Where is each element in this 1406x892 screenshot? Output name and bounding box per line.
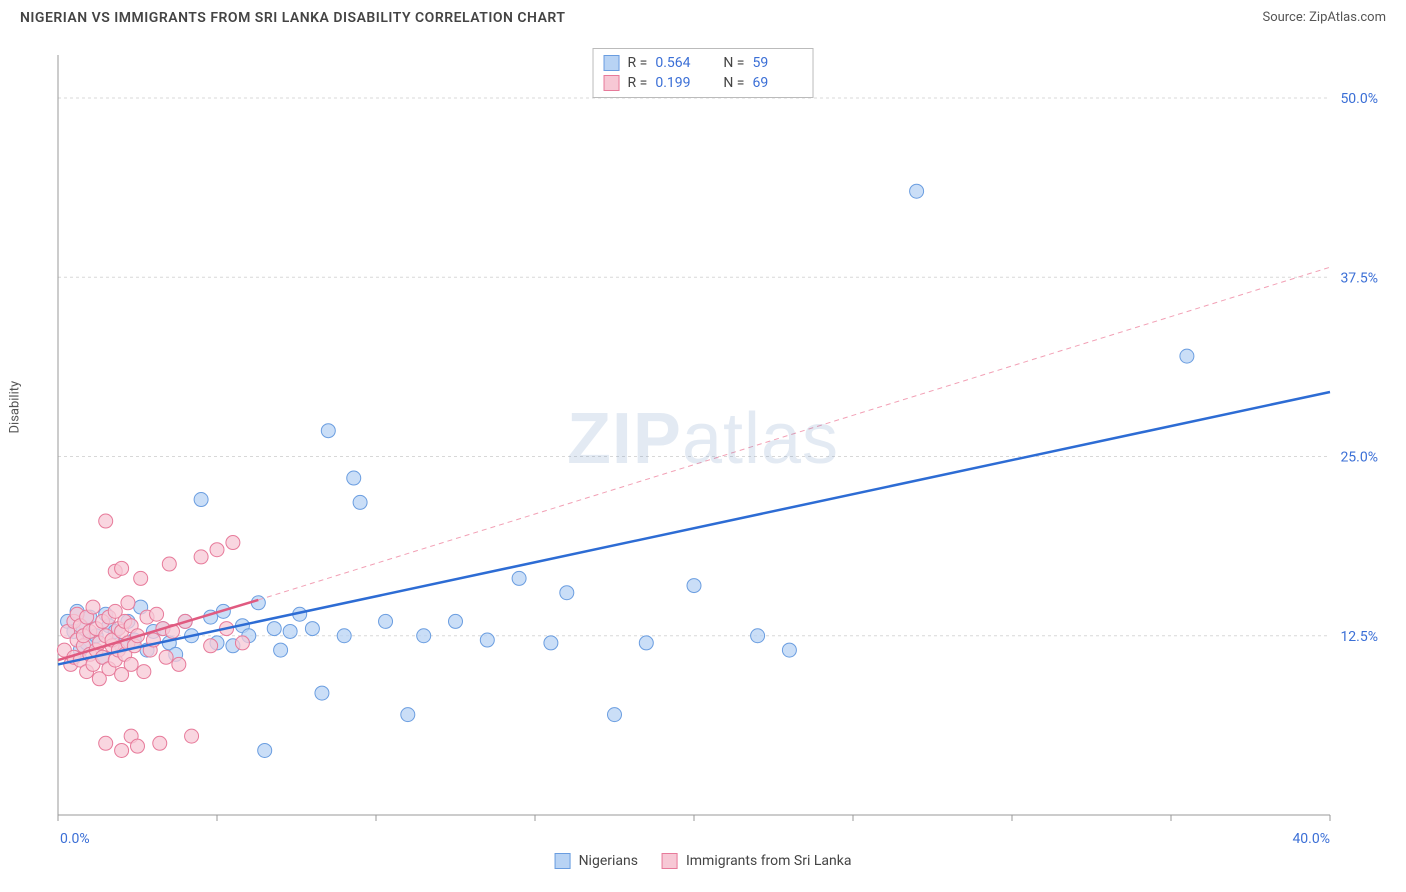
- scatter-chart: 12.5% 25.0% 37.5% 50.0% 0.0% 40.0%: [20, 40, 1386, 872]
- legend-swatch: [604, 55, 620, 71]
- n-label: N =: [723, 55, 744, 71]
- legend-swatch: [662, 853, 678, 869]
- legend-item: Immigrants from Sri Lanka: [662, 853, 851, 869]
- svg-text:50.0%: 50.0%: [1340, 91, 1378, 107]
- legend-label: Immigrants from Sri Lanka: [686, 853, 851, 869]
- legend-label: Nigerians: [579, 853, 638, 869]
- svg-text:40.0%: 40.0%: [1292, 831, 1330, 847]
- n-value: 59: [752, 55, 802, 71]
- r-label: R =: [628, 55, 648, 71]
- chart-container: Disability ZIPatlas 12.5%25.0%37.5%50.0%…: [20, 40, 1386, 872]
- legend-item: Nigerians: [555, 853, 638, 869]
- n-value: 69: [752, 75, 802, 91]
- legend-row: R = 0.199 N = 69: [604, 73, 803, 93]
- r-value: 0.199: [655, 75, 705, 91]
- legend-swatch: [555, 853, 571, 869]
- legend-row: R = 0.564 N = 59: [604, 53, 803, 73]
- correlation-legend: R = 0.564 N = 59 R = 0.199 N = 69: [593, 48, 814, 98]
- svg-text:25.0%: 25.0%: [1340, 450, 1378, 466]
- chart-source: Source: ZipAtlas.com: [1262, 10, 1386, 25]
- legend-swatch: [604, 75, 620, 91]
- n-label: N =: [723, 75, 744, 91]
- r-value: 0.564: [655, 55, 705, 71]
- svg-text:37.5%: 37.5%: [1340, 270, 1378, 286]
- svg-text:12.5%: 12.5%: [1340, 629, 1378, 645]
- svg-text:0.0%: 0.0%: [60, 831, 90, 847]
- y-axis-label: Disability: [8, 381, 23, 434]
- chart-title: NIGERIAN VS IMMIGRANTS FROM SRI LANKA DI…: [20, 10, 565, 26]
- r-label: R =: [628, 75, 648, 91]
- series-legend: Nigerians Immigrants from Sri Lanka: [555, 853, 852, 869]
